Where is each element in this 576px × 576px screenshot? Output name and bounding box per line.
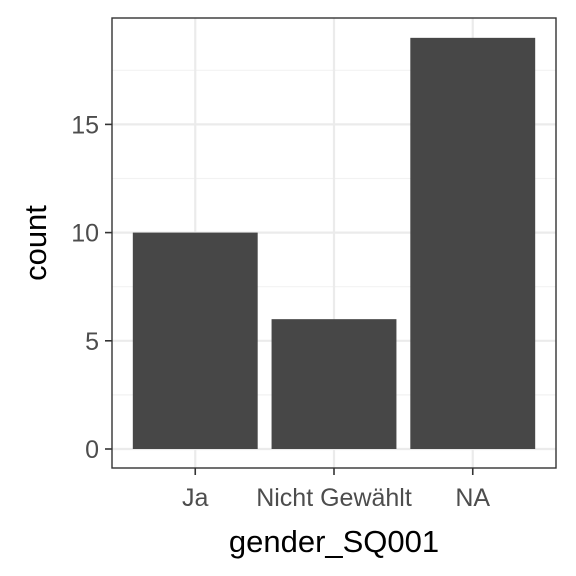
bar-nicht-gewählt <box>271 319 397 449</box>
x-tick-label: NA <box>455 484 490 512</box>
y-axis-title: count <box>18 205 53 281</box>
x-axis-ticks: Ja Nicht Gewählt NA <box>182 468 490 512</box>
y-tick-label: 15 <box>71 111 99 139</box>
x-axis-title: gender_SQ001 <box>229 524 439 559</box>
y-tick-label: 5 <box>85 328 99 356</box>
x-tick-label: Nicht Gewählt <box>256 484 412 512</box>
y-axis-ticks: 0 5 10 15 <box>71 111 112 464</box>
y-tick-label: 10 <box>71 220 99 248</box>
x-tick-label: Ja <box>182 484 209 512</box>
bar-ja <box>132 232 258 449</box>
y-tick-label: 0 <box>85 436 99 464</box>
bars <box>132 37 536 450</box>
bar-na <box>410 37 536 450</box>
